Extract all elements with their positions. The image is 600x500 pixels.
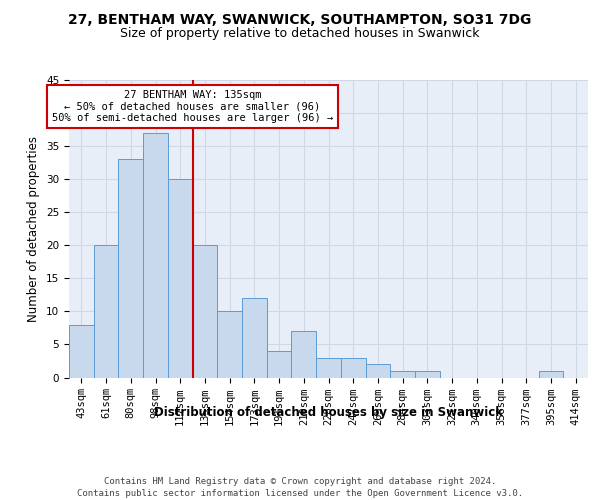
Bar: [341, 358, 365, 378]
Bar: [292, 331, 316, 378]
Bar: [415, 371, 440, 378]
Y-axis label: Number of detached properties: Number of detached properties: [28, 136, 40, 322]
Bar: [316, 358, 341, 378]
Text: Size of property relative to detached houses in Swanwick: Size of property relative to detached ho…: [120, 28, 480, 40]
Bar: [539, 371, 563, 378]
Bar: [365, 364, 390, 378]
Text: 27, BENTHAM WAY, SWANWICK, SOUTHAMPTON, SO31 7DG: 27, BENTHAM WAY, SWANWICK, SOUTHAMPTON, …: [68, 12, 532, 26]
Bar: [390, 371, 415, 378]
Bar: [168, 179, 193, 378]
Bar: [94, 246, 118, 378]
Text: 27 BENTHAM WAY: 135sqm
← 50% of detached houses are smaller (96)
50% of semi-det: 27 BENTHAM WAY: 135sqm ← 50% of detached…: [52, 90, 333, 123]
Bar: [193, 246, 217, 378]
Bar: [143, 133, 168, 378]
Bar: [217, 312, 242, 378]
Bar: [69, 324, 94, 378]
Bar: [242, 298, 267, 378]
Bar: [267, 351, 292, 378]
Bar: [118, 160, 143, 378]
Text: Distribution of detached houses by size in Swanwick: Distribution of detached houses by size …: [154, 406, 503, 419]
Text: Contains HM Land Registry data © Crown copyright and database right 2024.
Contai: Contains HM Land Registry data © Crown c…: [77, 476, 523, 498]
